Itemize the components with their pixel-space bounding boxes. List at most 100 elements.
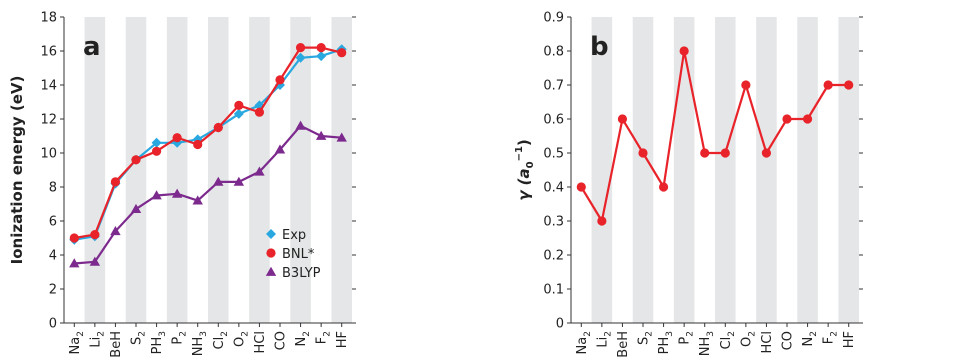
x-tick-label: Na2 [575,331,593,354]
data-point-bnl [316,43,326,53]
shade-band [591,17,613,323]
data-point-bnl [337,48,347,58]
data-point-exp [316,51,327,62]
data-point-b3lyp [254,166,265,176]
y-tick-label: 0.9 [543,11,564,26]
y-tick-label: 0.5 [543,147,564,162]
x-tick-label: F2 [315,331,333,344]
series-line-bnl [74,46,342,240]
x-tick-label: NH3 [191,331,209,356]
data-point-b3lyp [110,226,121,236]
data-point-bnl [90,230,100,240]
data-point-bnl [234,100,244,110]
data-point-b3lyp [213,176,224,186]
data-point-gamma [802,114,813,124]
shade-band [756,17,777,323]
y-axis-label: Ionization energy (eV) [8,76,26,265]
shade-band [797,17,818,323]
panel-label: b [590,32,609,62]
x-tick-label: BeH [109,331,124,357]
x-tick-label: PH3 [150,331,168,354]
x-tick-label: HCl [760,331,775,353]
data-point-bnl [69,233,79,243]
x-tick-label: HCl [253,331,268,353]
y-tick-label: 16 [40,45,57,60]
data-point-bnl [275,75,285,85]
data-point-exp [151,137,162,148]
shade-band [84,17,106,323]
data-point-b3lyp [130,203,142,213]
shade-band [166,17,188,323]
data-point-gamma [679,46,689,56]
shade-band [331,17,352,323]
x-tick-label: F2 [822,331,840,344]
data-point-bnl [172,133,182,143]
legend-marker [266,248,276,258]
x-tick-label: PH3 [657,331,675,354]
shade-band [208,17,229,323]
x-tick-label: CO [274,331,289,350]
y-tick-label: 12 [40,113,57,128]
data-point-gamma [617,114,628,124]
data-point-gamma [741,80,751,90]
x-tick-label: Li2 [595,331,613,348]
data-point-gamma [638,148,648,158]
data-point-gamma [761,148,772,158]
legend-marker [266,229,276,239]
x-tick-label: S2 [130,331,148,345]
x-tick-label: HF [842,331,857,348]
y-tick-label: 10 [40,147,57,162]
shade-band [632,17,654,323]
y-tick-label: 0 [49,317,57,332]
data-point-gamma [782,114,792,124]
y-tick-label: 0.3 [543,215,564,230]
y-tick-label: 14 [40,79,57,94]
data-point-gamma [720,148,730,158]
y-axis-label: γ (a0−1) [514,139,536,201]
legend-marker [265,266,277,276]
y-tick-label: 0.6 [543,113,564,128]
data-point-b3lyp [295,120,306,130]
data-point-bnl [254,107,265,117]
y-tick-label: 0.4 [543,181,564,196]
shade-band [290,17,311,323]
data-point-b3lyp [69,258,80,268]
shade-band [125,17,147,323]
data-point-exp [233,108,244,119]
x-tick-label: BeH [616,331,631,357]
data-point-bnl [131,155,141,165]
data-point-b3lyp [274,144,286,154]
data-point-gamma [823,80,833,90]
x-tick-label: N2 [294,331,312,346]
x-tick-label: P2 [678,331,696,345]
x-tick-label: Na2 [68,331,86,354]
data-point-b3lyp [89,256,101,266]
x-tick-label: O2 [739,331,757,347]
shade-band [838,17,859,323]
x-tick-label: Cl2 [212,331,230,349]
y-tick-label: 0.8 [543,45,564,60]
x-tick-label: NH3 [698,331,716,356]
data-point-b3lyp [151,190,162,200]
data-point-bnl [213,122,223,133]
y-tick-label: 0.1 [543,283,564,298]
x-tick-label: HF [335,331,350,348]
y-tick-label: 2 [49,283,57,298]
data-point-gamma [658,182,669,192]
y-tick-label: 8 [49,181,57,196]
y-tick-label: 0.2 [543,249,564,264]
shade-band [715,17,736,323]
data-point-gamma [576,182,586,192]
series-line-b3lyp [74,124,342,265]
legend-label: Exp [282,228,306,243]
x-tick-label: CO [781,331,796,350]
shade-band [673,17,695,323]
x-tick-label: N2 [801,331,819,346]
panel-label: a [83,32,101,62]
y-tick-label: 4 [49,249,57,264]
y-tick-label: 18 [40,11,57,26]
